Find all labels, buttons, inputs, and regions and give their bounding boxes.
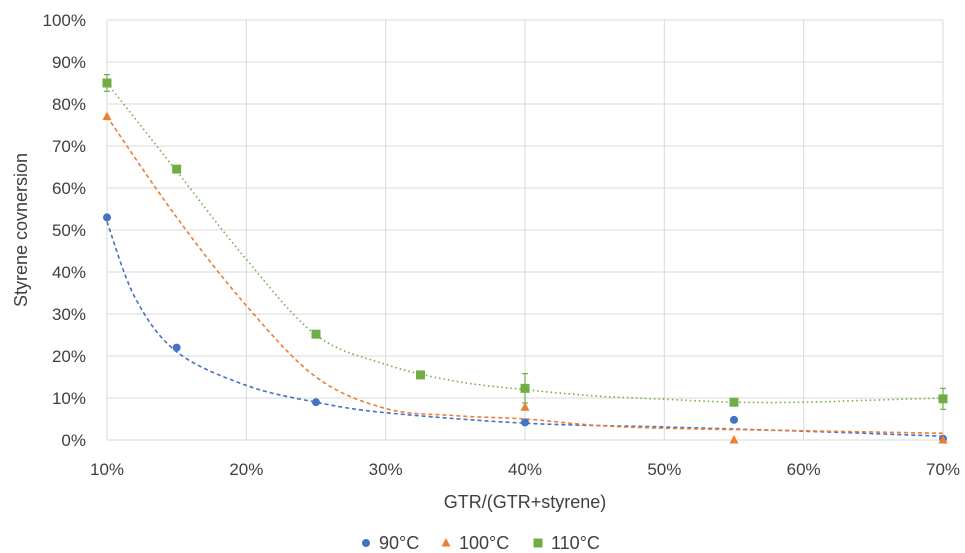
point-circle [521,418,529,427]
point-circle [103,213,111,222]
legend-marker-circle [362,539,370,547]
point-square [102,78,112,88]
x-tick-label: 50% [647,460,681,479]
x-tick-label: 30% [369,460,403,479]
y-tick-label: 80% [52,95,86,114]
x-tick-label: 20% [229,460,263,479]
trend-lines [106,82,944,438]
y-tick-label: 100% [43,11,86,30]
y-tick-label: 50% [52,221,86,240]
point-circle [730,415,738,424]
trendline-square [106,82,944,404]
y-tick-label: 90% [52,53,86,72]
x-tick-label: 10% [90,460,124,479]
y-tick-label: 20% [52,347,86,366]
point-triangle [520,402,530,411]
legend-marker-square [533,538,543,548]
y-tick-label: 30% [52,305,86,324]
y-tick-label: 0% [61,431,86,450]
point-square [172,164,182,174]
x-tick-label: 40% [508,460,542,479]
legend-marker-triangle [441,538,451,547]
legend-label: 110°C [551,533,600,553]
y-tick-label: 10% [52,389,86,408]
point-square [520,383,530,393]
y-axis-label: Styrene covnersion [11,153,31,307]
x-axis-label: GTR/(GTR+styrene) [444,492,607,512]
point-circle [172,343,181,352]
y-tick-label: 40% [52,263,86,282]
legend-label: 100°C [459,533,509,553]
legend: 90°C 100°C 110°C [362,533,600,553]
legend-label: 90°C [379,533,419,553]
y-tick-label: 60% [52,179,86,198]
point-triangle [729,435,739,444]
point-triangle [938,435,948,444]
tick-labels: 0%10%20%30%40%50%60%70%80%90%100%10% 20% 3… [43,11,961,479]
x-tick-label: 60% [787,460,821,479]
point-square [938,394,948,404]
point-circle [312,398,320,407]
x-tick-label: 70% [926,460,960,479]
data-points [102,78,948,444]
y-tick-label: 70% [52,137,86,156]
point-triangle [102,111,112,121]
trendline-triangle [106,116,944,435]
point-square [311,329,321,339]
point-square [729,397,739,407]
point-square [416,370,425,380]
